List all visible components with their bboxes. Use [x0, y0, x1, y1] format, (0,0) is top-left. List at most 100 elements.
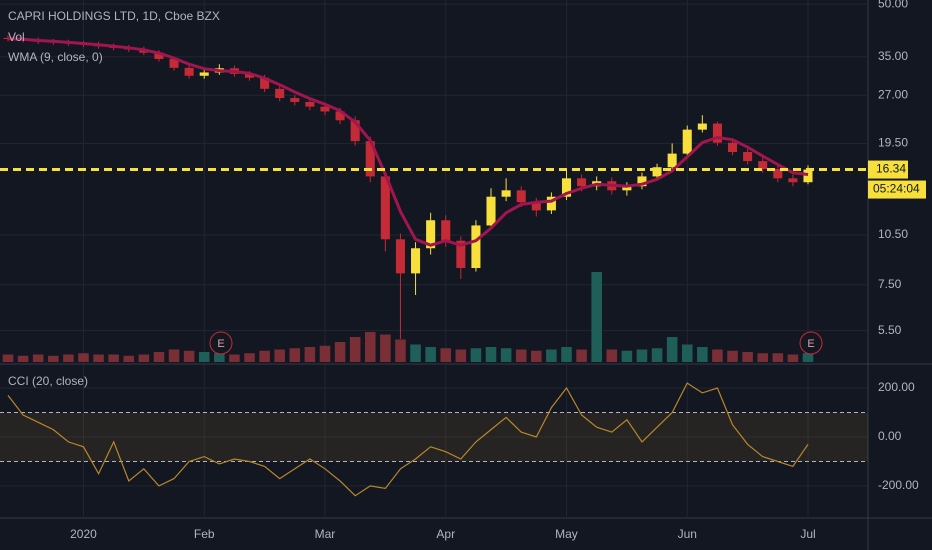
candle-body: [652, 167, 662, 177]
y-tick-label: 200.00: [878, 380, 915, 394]
volume-bar: [546, 349, 557, 362]
volume-bar: [425, 347, 436, 362]
volume-bar: [259, 350, 270, 362]
y-tick-label: 27.00: [878, 87, 908, 101]
candle-body: [501, 190, 511, 197]
volume-bar: [772, 353, 784, 362]
volume-bar: [229, 354, 240, 362]
x-tick-label: Feb: [194, 527, 215, 541]
volume-bar: [410, 344, 421, 362]
volume-bar: [78, 353, 89, 362]
candle-body: [788, 178, 798, 183]
candle-body: [667, 153, 677, 168]
volume-bar: [93, 354, 104, 362]
volume-bar: [349, 337, 361, 362]
volume-bar: [576, 349, 587, 362]
volume-bar: [304, 347, 316, 362]
volume-bar: [561, 347, 572, 362]
candle-body: [561, 178, 572, 197]
volume-bar: [787, 354, 799, 362]
volume-bar: [500, 348, 512, 362]
volume-bar: [168, 349, 180, 362]
volume-bar: [440, 348, 452, 362]
candle-body: [365, 141, 375, 177]
y-tick-label: 35.00: [878, 49, 908, 63]
volume-bar: [274, 349, 285, 362]
volume-bar: [380, 334, 391, 362]
volume-bar: [153, 352, 165, 362]
x-tick-label: Jun: [678, 527, 697, 541]
volume-bar: [244, 353, 255, 362]
candle-body: [546, 196, 556, 211]
candle-body: [184, 67, 194, 76]
volume-bar: [364, 332, 376, 362]
candle-body: [728, 142, 738, 152]
candle-body: [350, 120, 360, 142]
y-tick-label: 7.50: [878, 277, 902, 291]
volume-bar: [621, 350, 633, 362]
candle-body: [456, 240, 466, 269]
volume-bar: [515, 349, 527, 362]
legend-wma: WMA (9, close, 0): [8, 50, 103, 64]
candle-body: [758, 161, 768, 170]
candle-body: [516, 190, 526, 203]
volume-bar: [712, 349, 723, 362]
countdown: 05:24:04: [873, 182, 920, 196]
price-label: 16.34: [876, 162, 906, 176]
y-tick-label: 19.50: [878, 136, 908, 150]
labels: CAPRI HOLDINGS LTD, 1D, Cboe BZX Vol WMA…: [8, 0, 926, 541]
chart-title: CAPRI HOLDINGS LTD, 1D, Cboe BZX: [8, 9, 220, 23]
cci-band: [0, 412, 868, 462]
x-tick-label: 2020: [70, 527, 97, 541]
volume-bar: [123, 355, 135, 362]
candle-body: [154, 52, 164, 59]
event-marker: [209, 331, 233, 355]
candle-body: [290, 98, 300, 102]
candle-body: [773, 169, 783, 179]
legend-cci: CCI (20, close): [8, 374, 88, 388]
y-tick-label: 0.00: [878, 429, 902, 443]
volume-bar: [697, 347, 708, 362]
candle-body: [682, 129, 692, 154]
volume-bar: [32, 354, 44, 362]
candle-body: [320, 106, 330, 112]
x-tick-label: Jul: [800, 527, 815, 541]
volume-bar: [606, 349, 618, 362]
volume-bar: [183, 350, 195, 362]
y-tick-label: 10.50: [878, 227, 908, 241]
volume-bar: [802, 353, 814, 362]
y-tick-label: -200.00: [878, 478, 919, 492]
candle-body: [3, 37, 13, 39]
event-label: E: [807, 338, 814, 350]
y-tick-label: 50.00: [878, 0, 908, 10]
grid: [0, 0, 868, 518]
candle-body: [637, 176, 647, 187]
volume-bar: [63, 354, 74, 362]
volume-bar: [48, 355, 59, 362]
volume-bar: [198, 352, 210, 362]
candle-body: [169, 58, 179, 68]
candle-body: [471, 225, 481, 269]
volume-bar: [108, 354, 119, 362]
candle-body: [275, 88, 285, 99]
volume-bar: [757, 353, 768, 362]
candle-body: [486, 196, 496, 226]
event-marker: [799, 331, 823, 355]
x-tick-label: Mar: [315, 527, 336, 541]
volume-bar: [666, 337, 678, 362]
candle-body: [577, 178, 587, 187]
candle-body: [712, 123, 722, 143]
legend-volume: Vol: [8, 30, 25, 44]
candle-body: [803, 169, 813, 183]
volume-bar: [2, 354, 14, 362]
candle-body: [260, 77, 270, 89]
y-tick-label: 5.50: [878, 323, 902, 337]
event-label: E: [217, 338, 224, 350]
candle-body: [395, 239, 405, 274]
volume-bar: [319, 345, 331, 362]
price-label-box: [868, 160, 908, 179]
candle-body: [531, 202, 541, 211]
x-tick-label: May: [555, 527, 578, 541]
